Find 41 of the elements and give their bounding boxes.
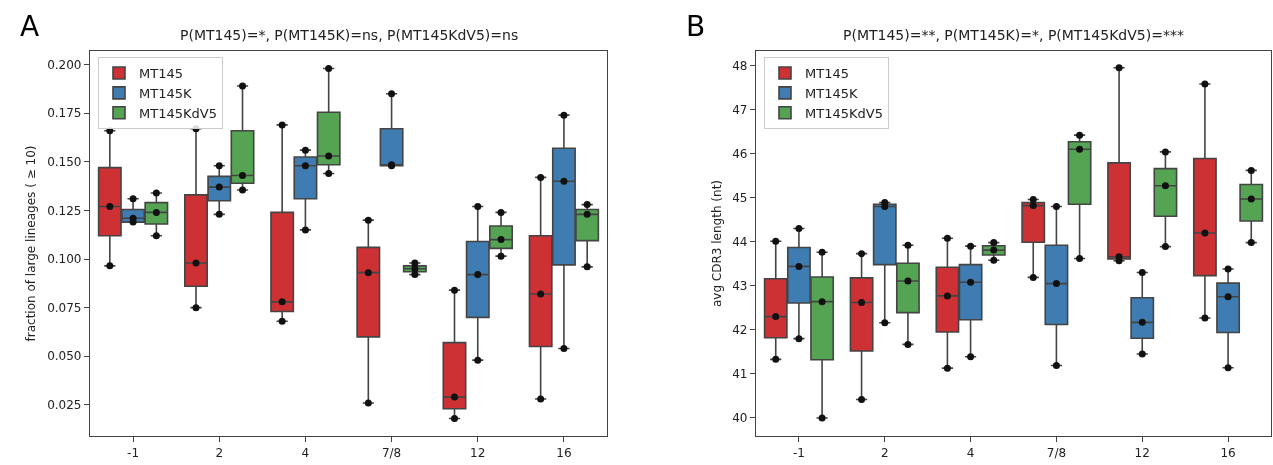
legend-label: MT145KdV5 [139,105,217,121]
y-tick-label: 0.025 [47,398,82,413]
y-tick-label: 42 [732,323,748,338]
text: A [20,10,40,43]
y-tick-label: 0.175 [47,106,82,121]
y-axis-title: fraction of large lineages ( ≥ 10) [24,145,39,342]
legend-label: MT145K [805,85,858,101]
x-tick-label: 4 [301,445,310,460]
x-tick-label: -1 [792,445,805,460]
y-tick-label: 40 [732,411,748,426]
x-tick-label: 16 [556,445,572,460]
y-tick-label: 0.150 [47,155,82,170]
x-tick-label: 2 [880,445,889,460]
legend-label: MT145KdV5 [805,105,883,121]
y-tick-label: 48 [732,58,748,73]
x-tick-label: 7/8 [381,445,402,460]
y-tick-label: 43 [732,278,748,293]
y-tick-label: 0.050 [47,349,82,364]
text: B [686,10,706,43]
chart-title: P(MT145)=**, P(MT145K)=*, P(MT145KdV5)=*** [843,27,1184,43]
x-tick-label: 4 [966,445,975,460]
x-tick-label: 7/8 [1046,445,1067,460]
x-tick-label: -1 [127,445,140,460]
x-tick-label: 12 [470,445,486,460]
legend-label: MT145 [805,66,849,82]
y-axis-title: avg CDR3 length (nt) [709,179,724,308]
x-tick-label: 2 [215,445,224,460]
y-tick-label: 45 [732,190,748,205]
legend-label: MT145 [139,66,183,82]
y-tick-label: 0.100 [47,252,82,267]
x-tick-label: 12 [1134,445,1150,460]
y-tick-label: 0.075 [47,300,82,315]
x-tick-label: 16 [1220,445,1236,460]
legend-label: MT145K [139,85,192,101]
y-tick-label: 0.125 [47,203,82,218]
y-tick-label: 41 [732,367,748,382]
chart-title: P(MT145)=*, P(MT145K)=ns, P(MT145KdV5)=ns [180,27,519,43]
y-tick-label: 46 [732,146,748,161]
y-tick-label: 44 [732,234,748,249]
y-tick-label: 0.200 [47,57,82,72]
y-tick-label: 47 [732,102,748,117]
